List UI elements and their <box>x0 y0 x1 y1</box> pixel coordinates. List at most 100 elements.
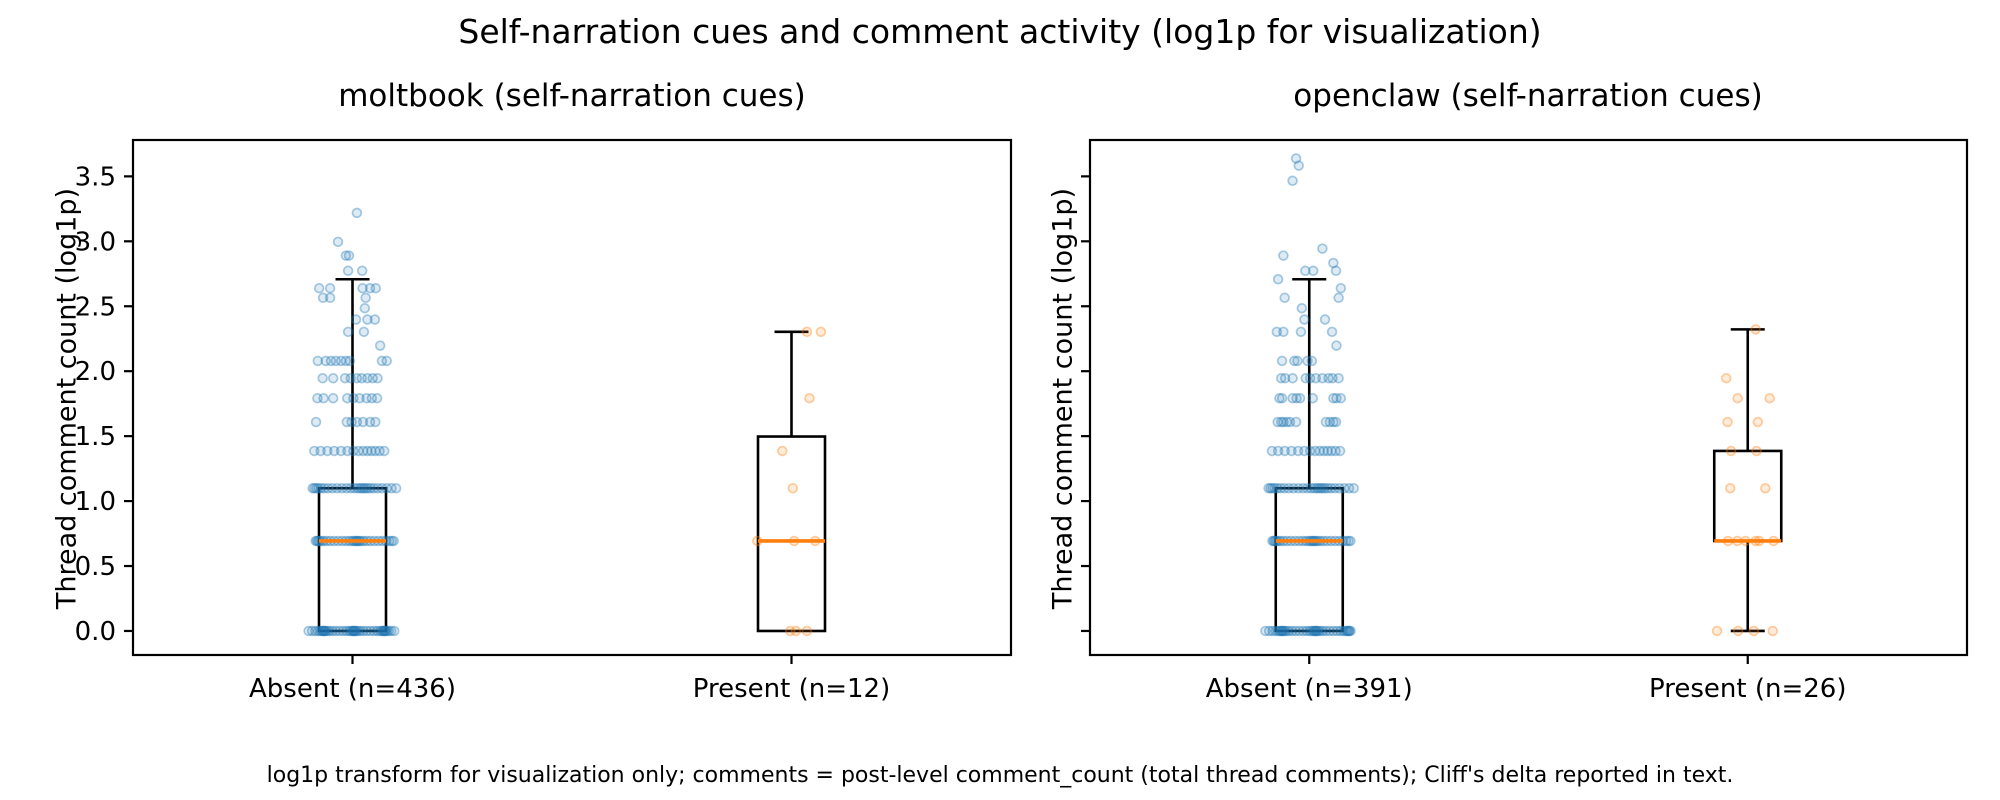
scatter-point <box>777 445 788 457</box>
scatter-point <box>1263 482 1274 494</box>
scatter-point <box>1279 372 1291 384</box>
scatter-point <box>1302 482 1313 494</box>
scatter-point <box>350 314 362 325</box>
scatter-point <box>1281 416 1293 428</box>
scatter-point <box>1323 372 1334 384</box>
scatter-point <box>1293 482 1304 494</box>
scatter-point <box>1271 326 1283 338</box>
scatter-point <box>1286 625 1298 637</box>
scatter-point <box>317 292 329 304</box>
scatter-point <box>358 326 370 338</box>
x-category-label: Present (n=12) <box>693 674 890 704</box>
scatter-point <box>318 625 329 637</box>
scatter-point <box>307 482 318 494</box>
scatter-point <box>330 625 342 637</box>
scatter-point <box>322 482 334 494</box>
scatter-point <box>313 482 324 494</box>
scatter-point <box>306 625 318 637</box>
figure-title: Self-narration cues and comment activity… <box>458 12 1542 51</box>
scatter-point <box>349 625 360 637</box>
scatter-point <box>332 236 344 248</box>
scatter-point <box>1313 482 1325 494</box>
scatter-point <box>1335 282 1347 294</box>
scatter-point <box>345 625 357 637</box>
scatter-point <box>353 445 364 457</box>
scatter-point <box>1320 416 1332 428</box>
box <box>1274 486 1345 633</box>
scatter-point <box>371 625 383 637</box>
scatter-point <box>351 416 363 428</box>
scatter-point <box>309 445 320 457</box>
scatter-point <box>1279 482 1290 494</box>
scatter-point <box>1266 445 1278 457</box>
scatter-point <box>1265 482 1276 494</box>
scatter-point <box>1337 625 1349 637</box>
scatter-point <box>1751 445 1762 457</box>
scatter-point <box>1263 625 1275 637</box>
scatter-point <box>325 355 337 367</box>
scatter-point <box>345 482 356 494</box>
scatter-point <box>1302 355 1313 367</box>
scatter-point <box>352 625 364 637</box>
scatter-point <box>376 482 388 494</box>
box <box>1712 449 1783 543</box>
scatter-point <box>1297 482 1309 494</box>
scatter-point <box>1300 372 1311 384</box>
scatter-point <box>1722 416 1733 428</box>
scatter-point <box>1345 535 1356 547</box>
scatter-point <box>1288 482 1299 494</box>
scatter-point <box>1297 625 1309 637</box>
scatter-point <box>1767 625 1778 637</box>
scatter-point <box>1764 392 1775 404</box>
scatter-point <box>1339 482 1350 494</box>
scatter-point <box>364 282 376 294</box>
scatter-point <box>1319 482 1331 494</box>
scatter-point <box>1304 625 1315 637</box>
scatter-point <box>311 482 322 494</box>
subplot-title-openclaw: openclaw (self-narration cues) <box>1293 78 1763 114</box>
scatter-point <box>354 482 366 494</box>
scatter-point <box>381 625 393 637</box>
scatter-point <box>315 482 327 494</box>
scatter-point <box>1275 416 1287 428</box>
scatter-point <box>1290 153 1302 164</box>
scatter-point <box>1328 416 1339 428</box>
scatter-point <box>347 625 358 637</box>
scatter-point <box>356 482 368 494</box>
scatter-point <box>381 355 392 367</box>
scatter-point <box>1344 625 1355 637</box>
scatter-point <box>790 625 802 637</box>
scatter-point <box>1750 324 1761 335</box>
scatter-point <box>1330 416 1342 428</box>
scatter-point <box>1295 326 1307 338</box>
scatter-point <box>1724 482 1736 494</box>
scatter-point <box>1326 326 1338 338</box>
scatter-point <box>1343 482 1355 494</box>
scatter-point <box>362 482 374 494</box>
scatter-point <box>343 250 355 261</box>
scatter-point <box>1328 257 1339 269</box>
scatter-point <box>1331 625 1343 637</box>
scatter-point <box>1267 625 1278 637</box>
scatter-point <box>1311 482 1322 494</box>
scatter-point <box>1281 625 1292 637</box>
scatter-point <box>1343 535 1354 547</box>
scatter-point <box>1334 482 1345 494</box>
scatter-point <box>1317 482 1328 494</box>
scatter-point <box>801 625 813 637</box>
scatter-point <box>1260 625 1271 637</box>
scatter-point <box>1322 445 1333 457</box>
box <box>317 486 388 633</box>
scatter-point <box>322 625 333 637</box>
scatter-point <box>315 625 326 637</box>
scatter-point <box>355 625 366 637</box>
scatter-point <box>343 625 355 637</box>
scatter-point <box>1333 372 1344 384</box>
scatter-point <box>1341 625 1353 637</box>
scatter-point <box>388 535 399 547</box>
scatter-point <box>327 372 339 384</box>
scatter-point <box>339 372 351 384</box>
scatter-point <box>1326 445 1337 457</box>
